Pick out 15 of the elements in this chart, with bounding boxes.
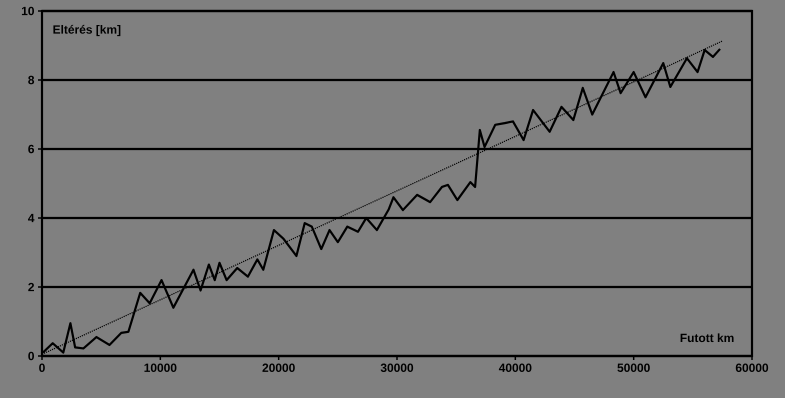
x-axis-title: Futott km <box>680 333 734 342</box>
y-axis-title: Eltérés [km] <box>53 24 120 36</box>
y-tick-label: 2 <box>28 282 34 292</box>
x-tick-label: 60000 <box>736 364 768 372</box>
x-tick-label: 0 <box>39 364 45 372</box>
x-tick-label: 40000 <box>498 364 532 372</box>
y-tick-label: 4 <box>28 214 34 222</box>
y-tick-label: 6 <box>28 144 34 154</box>
x-tick-label: 30000 <box>380 364 414 372</box>
x-tick-label: 20000 <box>262 364 295 372</box>
y-tick-label: 8 <box>28 76 34 84</box>
x-tick-label: 10000 <box>144 364 176 372</box>
x-tick-label: 50000 <box>617 364 650 372</box>
y-tick-label: 10 <box>22 6 34 16</box>
y-tick-label: 0 <box>28 352 34 360</box>
